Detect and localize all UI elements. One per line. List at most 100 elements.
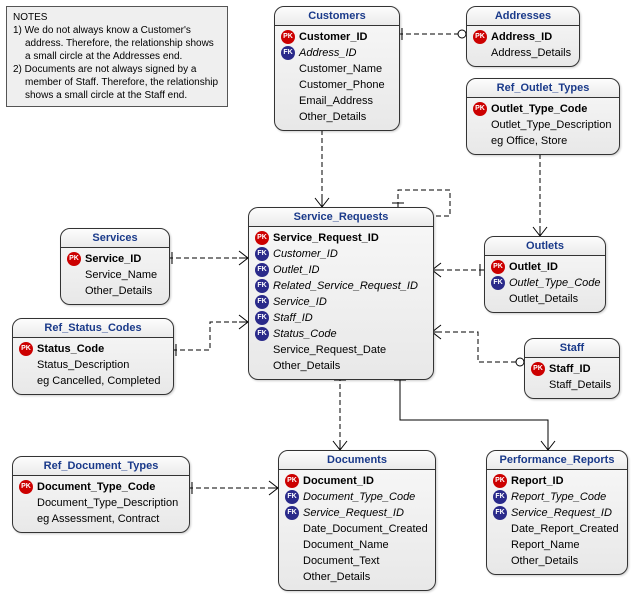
attr-performance_reports-2: FK Service_Request_ID [493, 505, 621, 521]
attr-customers-4: Email_Address [281, 93, 393, 109]
attr-text: Outlet_Details [509, 291, 578, 307]
attr-text: Address_ID [491, 29, 552, 45]
attr-text: Address_Details [491, 45, 571, 61]
attr-text: Staff_ID [273, 310, 313, 326]
attr-text: eg Office, Store [491, 133, 567, 149]
entity-documents: DocumentsPKDocument_IDFKDocument_Type_Co… [278, 450, 436, 591]
attr-text: Other_Details [273, 358, 340, 374]
attr-documents-5: Document_Text [285, 553, 429, 569]
entity-title-staff: Staff [525, 339, 619, 358]
fk-icon: FK [493, 506, 507, 520]
attr-service_requests-1: FK Customer_ID [255, 246, 427, 262]
notes-heading: NOTES [13, 11, 221, 24]
attr-ref_status_codes-0: PK Status_Code [19, 341, 167, 357]
pk-icon: PK [19, 342, 33, 356]
fk-icon: FK [285, 490, 299, 504]
attr-text: Service_Name [85, 267, 157, 283]
attr-text: eg Assessment, Contract [37, 511, 159, 527]
attr-documents-4: Document_Name [285, 537, 429, 553]
entity-ref_status_codes: Ref_Status_Codes PK Status_CodeStatus_Desc… [12, 318, 174, 395]
attr-text: Service_ID [85, 251, 141, 267]
entity-ref_outlet_types: Ref_Outlet_TypesPKOutlet_Type_CodeOutlet… [466, 78, 620, 155]
attr-customers-2: Customer_Name [281, 61, 393, 77]
fk-icon: FK [255, 279, 269, 293]
entity-services: Services PK Service_IDService_NameOther_De… [60, 228, 170, 305]
attr-service_requests-8: Other_Details [255, 358, 427, 374]
attr-addresses-0: PK Address_ID [473, 29, 573, 45]
attr-ref_outlet_types-2: eg Office, Store [473, 133, 613, 149]
attr-text: Report_Name [511, 537, 579, 553]
attr-documents-0: PKDocument_ID [285, 473, 429, 489]
entity-title-services: Services [61, 229, 169, 248]
attr-text: Other_Details [85, 283, 152, 299]
attr-service_requests-5: FKStaff_ID [255, 310, 427, 326]
attr-text: Date_Report_Created [511, 521, 619, 537]
attr-ref_document_types-1: Document_Type_Description [19, 495, 183, 511]
attr-text: Document_Text [303, 553, 379, 569]
attr-customers-1: FK Address_ID [281, 45, 393, 61]
pk-icon: PK [491, 260, 505, 274]
attr-text: Customer_ID [273, 246, 338, 262]
entity-ref_document_types: Ref_Document_TypesPKDocument_Type_CodeDo… [12, 456, 190, 533]
attr-text: Document_Type_Code [37, 479, 155, 495]
attr-ref_outlet_types-1: Outlet_Type_Description [473, 117, 613, 133]
attr-text: Status_Code [37, 341, 104, 357]
attr-text: Address_ID [299, 45, 356, 61]
attr-performance_reports-4: Report_Name [493, 537, 621, 553]
attr-ref_outlet_types-0: PKOutlet_Type_Code [473, 101, 613, 117]
fk-icon: FK [493, 490, 507, 504]
attr-outlets-1: FKOutlet_Type_Code [491, 275, 599, 291]
attr-text: Service_Request_ID [273, 230, 379, 246]
entity-outlets: OutletsPKOutlet_IDFKOutlet_Type_CodeOutl… [484, 236, 606, 313]
attr-text: Customer_ID [299, 29, 367, 45]
attr-text: Service_Request_ID [303, 505, 404, 521]
attr-text: Service_Request_ID [511, 505, 612, 521]
attr-customers-5: Other_Details [281, 109, 393, 125]
entity-service_requests: Service_RequestsPKService_Request_IDFKCu… [248, 207, 434, 380]
fk-icon: FK [255, 247, 269, 261]
attr-documents-3: Date_Document_Created [285, 521, 429, 537]
attr-ref_document_types-2: eg Assessment, Contract [19, 511, 183, 527]
attr-text: Service_ID [273, 294, 327, 310]
entity-title-ref_status_codes: Ref_Status_Codes [13, 319, 173, 338]
attr-documents-2: FK Service_Request_ID [285, 505, 429, 521]
attr-ref_status_codes-1: Status_Description [19, 357, 167, 373]
attr-customers-3: Customer_Phone [281, 77, 393, 93]
fk-icon: FK [285, 506, 299, 520]
notes-box: NOTES 1) We do not always know a Custome… [6, 6, 228, 107]
attr-text: Document_Type_Description [37, 495, 178, 511]
attr-text: Status_Code [273, 326, 337, 342]
attr-service_requests-0: PKService_Request_ID [255, 230, 427, 246]
attr-text: Related_Service_Request_ID [273, 278, 418, 294]
entity-staff: StaffPKStaff_IDStaff_Details [524, 338, 620, 399]
pk-icon: PK [473, 102, 487, 116]
attr-performance_reports-5: Other_Details [493, 553, 621, 569]
pk-icon: PK [473, 30, 487, 44]
fk-icon: FK [281, 46, 295, 60]
attr-text: Customer_Name [299, 61, 382, 77]
attr-ref_status_codes-2: eg Cancelled, Completed [19, 373, 167, 389]
pk-icon: PK [19, 480, 33, 494]
fk-icon: FK [255, 263, 269, 277]
attr-performance_reports-0: PKReport_ID [493, 473, 621, 489]
attr-text: Report_ID [511, 473, 564, 489]
note-2: 2) Documents are not always signed by a … [13, 63, 221, 102]
fk-icon: FK [491, 276, 505, 290]
attr-text: Other_Details [303, 569, 370, 585]
entity-title-customers: Customers [275, 7, 399, 26]
fk-icon: FK [255, 327, 269, 341]
attr-text: Email_Address [299, 93, 373, 109]
attr-text: Service_Request_Date [273, 342, 386, 358]
entity-title-outlets: Outlets [485, 237, 605, 256]
pk-icon: PK [67, 252, 81, 266]
attr-performance_reports-3: Date_Report_Created [493, 521, 621, 537]
note-1: 1) We do not always know a Customer's ad… [13, 24, 221, 63]
pk-icon: PK [285, 474, 299, 488]
attr-staff-1: Staff_Details [531, 377, 613, 393]
attr-documents-1: FKDocument_Type_Code [285, 489, 429, 505]
attr-text: eg Cancelled, Completed [37, 373, 161, 389]
attr-services-2: Other_Details [67, 283, 163, 299]
attr-text: Other_Details [299, 109, 366, 125]
entity-performance_reports: Performance_ReportsPKReport_IDFKReport_T… [486, 450, 628, 575]
entity-addresses: AddressesPKAddress_IDAddress_Details [466, 6, 580, 67]
